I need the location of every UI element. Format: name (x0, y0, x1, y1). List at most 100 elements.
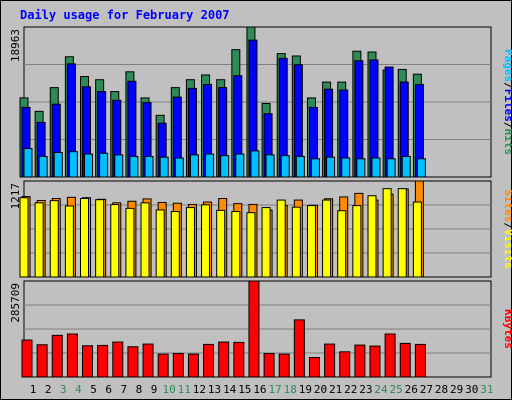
panel-2: 1217 Sites/Visits (9, 180, 512, 278)
visits-bar (261, 207, 271, 278)
day-label: 12 (193, 383, 206, 396)
kbytes-bar (339, 351, 351, 378)
axis-title-part: Visits (502, 229, 512, 269)
chart-panels: 18963Pages/Files/Hits1217Sites/Visits285… (9, 26, 512, 378)
pages-bar (159, 156, 169, 178)
kbytes-bar (248, 280, 260, 378)
visits-bar (276, 199, 286, 278)
day-label: 4 (75, 383, 82, 396)
pages-bar (235, 153, 245, 178)
axis-title-2: Sites/Visits (502, 189, 512, 269)
day-label: 27 (420, 383, 433, 396)
pages-bar (68, 151, 78, 178)
kbytes-bar (384, 333, 396, 378)
axis-title-3: KBytes (502, 309, 512, 349)
kbytes-bar (293, 319, 305, 378)
day-label: 23 (359, 383, 372, 396)
day-label: 20 (314, 383, 327, 396)
pages-bar (84, 153, 94, 178)
day-label: 16 (253, 383, 266, 396)
chart-title: Daily usage for February 2007 (20, 8, 230, 22)
visits-bar (367, 195, 377, 278)
kbytes-bar (308, 357, 320, 378)
visits-bar (19, 197, 29, 278)
visits-bar (291, 206, 301, 278)
pages-bar (53, 151, 63, 178)
day-label: 30 (465, 383, 478, 396)
visits-bar (140, 202, 150, 278)
day-label: 24 (374, 383, 388, 396)
visits-bar (337, 210, 347, 278)
kbytes-bar (233, 341, 245, 378)
kbytes-bar (142, 343, 154, 378)
kbytes-bar (66, 333, 78, 378)
bars-panel-2 (19, 180, 424, 278)
day-label: 11 (178, 383, 191, 396)
axis-title-part: / (502, 122, 512, 129)
kbytes-bar (112, 341, 124, 378)
visits-bar (352, 205, 362, 278)
visits-bar (95, 199, 105, 278)
day-label: 1 (30, 383, 37, 396)
visits-bar (412, 201, 422, 278)
y-max-label: 18963 (9, 29, 22, 62)
day-label: 15 (238, 383, 251, 396)
pages-bar (189, 154, 199, 178)
day-label: 6 (105, 383, 112, 396)
pages-bar (280, 155, 290, 178)
visits-bar (216, 209, 226, 278)
pages-bar (99, 152, 109, 178)
kbytes-bar (369, 345, 381, 378)
bars-panel-1 (19, 26, 426, 178)
day-label: 21 (329, 383, 342, 396)
y-max-label: 285709 (9, 283, 22, 323)
visits-bar (155, 209, 165, 278)
day-label: 5 (90, 383, 97, 396)
pages-bar (371, 157, 381, 178)
kbytes-bar (263, 352, 275, 378)
kbytes-bar (51, 334, 63, 378)
visits-bar (110, 204, 120, 278)
kbytes-bar (203, 343, 215, 378)
pages-bar (220, 155, 230, 178)
day-label: 14 (223, 383, 237, 396)
pages-bar (326, 156, 336, 178)
kbytes-bar (218, 341, 230, 378)
visits-bar (170, 211, 180, 278)
pages-bar (205, 153, 215, 178)
day-label: 19 (299, 383, 312, 396)
kbytes-bar (97, 344, 109, 378)
pages-bar (114, 154, 124, 178)
axis-title-part: Files (502, 89, 512, 122)
day-label: 17 (268, 383, 281, 396)
pages-bar (356, 158, 366, 178)
day-label: 2 (45, 383, 52, 396)
kbytes-bar (354, 344, 366, 378)
pages-bar (341, 157, 351, 178)
axis-title-1: Pages/Files/Hits (502, 49, 512, 155)
day-label: 8 (136, 383, 143, 396)
panel-3: 285709 KBytes (9, 280, 512, 378)
panel-1: 18963 Pages/Files/Hits (9, 26, 512, 178)
y-max-label: 1217 (9, 183, 22, 210)
day-label: 26 (405, 383, 418, 396)
kbytes-bar (324, 343, 336, 378)
visits-bar (246, 212, 256, 278)
visits-bar (185, 207, 195, 278)
visits-bar (49, 200, 59, 278)
day-label: 10 (163, 383, 176, 396)
visits-bar (80, 198, 90, 278)
kbytes-bar (82, 345, 94, 378)
pages-bar (38, 155, 48, 178)
kbytes-bar (36, 344, 48, 378)
axis-title-part: Sites (502, 189, 512, 222)
kbytes-bar (278, 353, 290, 378)
pages-bar (144, 155, 154, 178)
pages-bar (250, 150, 260, 178)
pages-bar (265, 154, 275, 178)
day-label: 9 (151, 383, 158, 396)
pages-bar (416, 158, 426, 178)
visits-bar (231, 211, 241, 278)
visits-bar (322, 199, 332, 278)
